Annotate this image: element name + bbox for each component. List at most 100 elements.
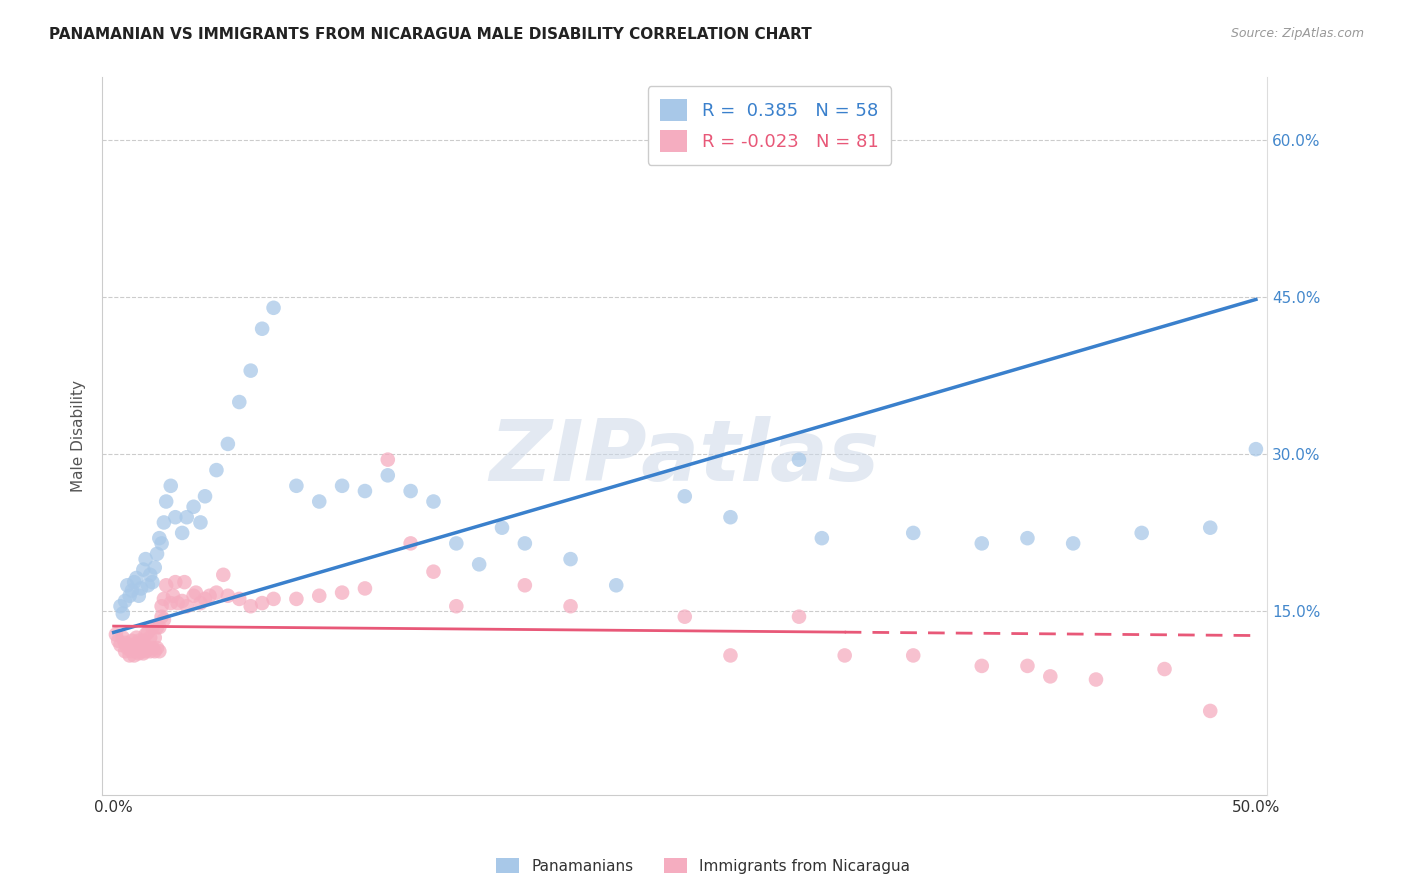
- Point: [903, 648, 925, 663]
- Point: [111, 607, 134, 621]
- Point: [212, 567, 235, 582]
- Point: [125, 638, 148, 652]
- Point: [121, 583, 143, 598]
- Point: [308, 589, 330, 603]
- Point: [148, 620, 170, 634]
- Point: [162, 589, 184, 603]
- Point: [1062, 536, 1084, 550]
- Point: [135, 627, 157, 641]
- Point: [159, 596, 181, 610]
- Point: [422, 565, 444, 579]
- Point: [787, 452, 810, 467]
- Point: [143, 560, 166, 574]
- Point: [136, 578, 159, 592]
- Point: [513, 536, 536, 550]
- Point: [560, 599, 582, 614]
- Point: [114, 636, 136, 650]
- Point: [399, 483, 422, 498]
- Point: [166, 596, 188, 610]
- Point: [263, 591, 285, 606]
- Point: [125, 631, 148, 645]
- Point: [148, 644, 170, 658]
- Point: [148, 531, 170, 545]
- Point: [155, 494, 177, 508]
- Point: [205, 463, 228, 477]
- Point: [117, 578, 139, 592]
- Point: [141, 620, 163, 634]
- Point: [720, 648, 742, 663]
- Point: [1244, 442, 1267, 457]
- Point: [118, 648, 141, 663]
- Point: [155, 578, 177, 592]
- Point: [111, 631, 134, 645]
- Text: ZIPatlas: ZIPatlas: [489, 416, 880, 500]
- Point: [970, 659, 993, 673]
- Point: [239, 364, 262, 378]
- Text: Source: ZipAtlas.com: Source: ZipAtlas.com: [1230, 27, 1364, 40]
- Point: [787, 609, 810, 624]
- Point: [128, 646, 150, 660]
- Point: [377, 468, 399, 483]
- Point: [118, 589, 141, 603]
- Point: [1085, 673, 1108, 687]
- Point: [190, 516, 212, 530]
- Point: [184, 585, 207, 599]
- Point: [153, 591, 176, 606]
- Point: [491, 521, 513, 535]
- Point: [217, 437, 239, 451]
- Point: [205, 585, 228, 599]
- Point: [239, 599, 262, 614]
- Point: [250, 322, 273, 336]
- Point: [118, 638, 141, 652]
- Point: [125, 644, 148, 658]
- Point: [194, 489, 217, 503]
- Point: [165, 575, 187, 590]
- Point: [153, 516, 176, 530]
- Point: [183, 589, 205, 603]
- Point: [114, 594, 136, 608]
- Point: [1039, 669, 1062, 683]
- Point: [172, 525, 194, 540]
- Point: [159, 479, 181, 493]
- Point: [228, 395, 250, 409]
- Point: [176, 599, 198, 614]
- Legend: Panamanians, Immigrants from Nicaragua: Panamanians, Immigrants from Nicaragua: [489, 852, 917, 880]
- Point: [136, 625, 159, 640]
- Point: [673, 489, 696, 503]
- Point: [285, 479, 308, 493]
- Point: [139, 567, 162, 582]
- Point: [970, 536, 993, 550]
- Point: [117, 641, 139, 656]
- Legend: R =  0.385   N = 58, R = -0.023   N = 81: R = 0.385 N = 58, R = -0.023 N = 81: [648, 87, 891, 165]
- Point: [190, 596, 212, 610]
- Point: [129, 582, 152, 596]
- Point: [903, 525, 925, 540]
- Point: [1130, 525, 1153, 540]
- Point: [150, 599, 173, 614]
- Point: [135, 644, 157, 658]
- Point: [1199, 704, 1222, 718]
- Point: [128, 633, 150, 648]
- Point: [107, 633, 129, 648]
- Point: [1153, 662, 1175, 676]
- Point: [139, 644, 162, 658]
- Point: [194, 591, 217, 606]
- Point: [176, 510, 198, 524]
- Point: [122, 575, 145, 590]
- Point: [560, 552, 582, 566]
- Point: [263, 301, 285, 315]
- Point: [122, 648, 145, 663]
- Point: [468, 558, 491, 572]
- Point: [132, 563, 155, 577]
- Point: [128, 589, 150, 603]
- Point: [1017, 531, 1039, 545]
- Point: [354, 483, 377, 498]
- Point: [605, 578, 627, 592]
- Point: [143, 631, 166, 645]
- Point: [720, 510, 742, 524]
- Point: [330, 585, 353, 599]
- Point: [165, 510, 187, 524]
- Point: [354, 582, 377, 596]
- Point: [146, 620, 169, 634]
- Point: [308, 494, 330, 508]
